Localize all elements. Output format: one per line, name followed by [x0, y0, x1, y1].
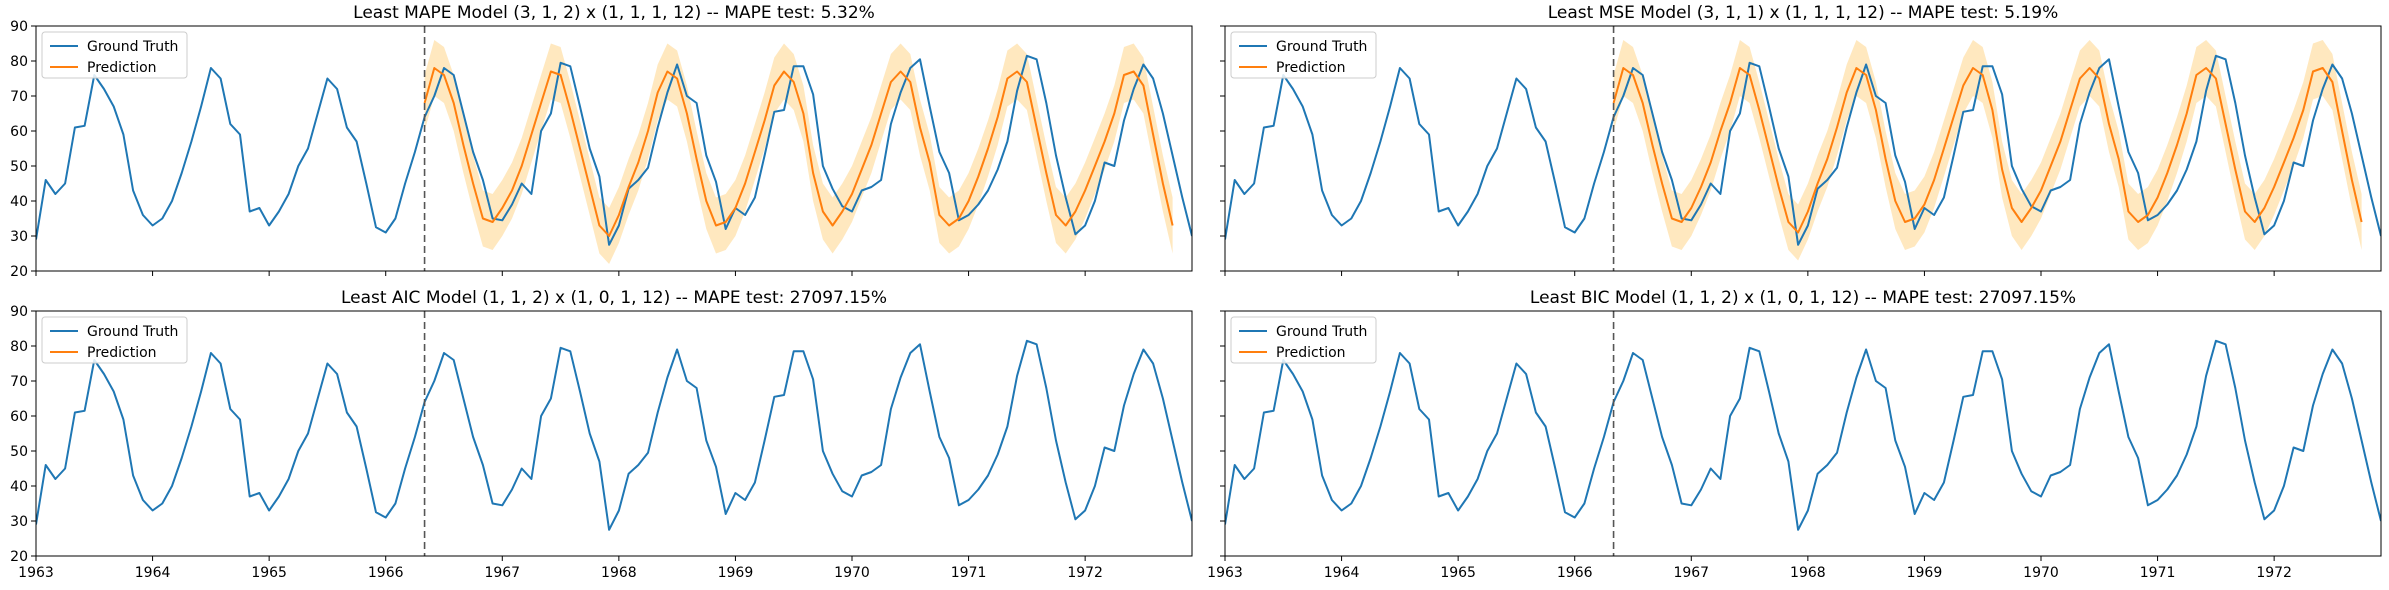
legend: Ground Truth Prediction [41, 31, 188, 79]
subplot-1: 20 30 40 50 60 70 80 90 Least MAPE Model (3, 1, … [10, 3, 1193, 280]
y-tick-label: 30 [10, 514, 28, 530]
legend-label: Ground Truth [1276, 39, 1367, 55]
y-tick-label: 70 [10, 89, 28, 105]
y-tick-label: 50 [10, 159, 28, 175]
x-tick-label: 1970 [834, 565, 870, 581]
y-tick-label: 90 [10, 19, 28, 35]
axes-frame [35, 25, 1193, 272]
plot-area [36, 339, 1192, 531]
legend: Ground Truth Prediction [41, 316, 188, 364]
x-tick-label: 1968 [601, 565, 637, 581]
legend-box [41, 31, 188, 79]
x-tick-label: 1972 [1067, 565, 1103, 581]
x-tick-label: 1967 [484, 565, 520, 581]
y-tick-label: 40 [10, 479, 28, 495]
y-tick-label: 50 [10, 444, 28, 460]
y-tick-label: 40 [10, 194, 28, 210]
ground-truth-line [36, 54, 1192, 246]
legend-box [41, 316, 188, 364]
axes-frame [35, 310, 1193, 557]
x-tick-label: 1971 [2140, 565, 2176, 581]
y-tick-label: 60 [10, 409, 28, 425]
ground-truth-line [1225, 339, 2381, 531]
x-tick-label: 1966 [1557, 565, 1593, 581]
subplot-3: 20 30 40 50 60 70 80 90 1963 1964 1965 1966 1967 1968… [10, 288, 1193, 581]
subplot-title: Least MSE Model (3, 1, 1) x (1, 1, 1, 12… [1548, 3, 2059, 23]
x-tick-label: 1969 [718, 565, 754, 581]
x-tick-label: 1966 [368, 565, 404, 581]
legend-label: Ground Truth [87, 39, 178, 55]
legend-label: Prediction [1276, 60, 1346, 76]
plot-area [1225, 339, 2381, 531]
x-tick-label: 1972 [2256, 565, 2292, 581]
legend-label: Prediction [1276, 345, 1346, 361]
y-tick-label: 70 [10, 374, 28, 390]
plot-area [36, 40, 1192, 264]
y-tick-label: 60 [10, 124, 28, 140]
legend-label: Prediction [87, 345, 157, 361]
legend: Ground Truth Prediction [1230, 31, 1377, 79]
y-tick-label: 30 [10, 229, 28, 245]
prediction-confidence-band [424, 40, 1173, 264]
legend-label: Ground Truth [87, 324, 178, 340]
subplot-title: Least MAPE Model (3, 1, 2) x (1, 1, 1, 1… [353, 3, 875, 23]
x-tick-label: 1963 [18, 565, 54, 581]
x-tick-label: 1963 [1207, 565, 1243, 581]
y-tick-label: 20 [10, 264, 28, 280]
legend: Ground Truth Prediction [1230, 316, 1377, 364]
prediction-line [423, 67, 1174, 237]
subplot-title: Least AIC Model (1, 1, 2) x (1, 0, 1, 12… [341, 288, 887, 308]
legend-box [1230, 316, 1377, 364]
subplot-4: 1963 1964 1965 1966 1967 1968 1969 1970 1971 1972… [1207, 288, 2382, 581]
y-tick-label: 20 [10, 549, 28, 565]
prediction-line [1612, 67, 2363, 234]
y-tick-label: 90 [10, 304, 28, 320]
x-tick-label: 1971 [951, 565, 987, 581]
axes-frame [1224, 310, 2382, 557]
y-tick-label: 80 [10, 54, 28, 70]
legend-box [1230, 31, 1377, 79]
plot-area [1225, 40, 2381, 261]
ground-truth-line [36, 339, 1192, 531]
x-tick-label: 1968 [1790, 565, 1826, 581]
x-tick-label: 1969 [1907, 565, 1943, 581]
legend-label: Prediction [87, 60, 157, 76]
axes-frame [1224, 25, 2382, 272]
subplot-title: Least BIC Model (1, 1, 2) x (1, 0, 1, 12… [1530, 288, 2076, 308]
x-tick-label: 1965 [251, 565, 287, 581]
ground-truth-line [1225, 54, 2381, 246]
x-tick-label: 1964 [135, 565, 171, 581]
subplot-grid: 20 30 40 50 60 70 80 90 Least MAPE Model (3, 1, … [10, 3, 2382, 581]
subplot-2: Least MSE Model (3, 1, 1) x (1, 1, 1, 12… [1220, 3, 2382, 276]
prediction-confidence-band [1613, 40, 2362, 261]
x-tick-label: 1965 [1440, 565, 1476, 581]
x-tick-label: 1970 [2023, 565, 2059, 581]
y-tick-label: 80 [10, 339, 28, 355]
x-tick-label: 1967 [1673, 565, 1709, 581]
x-tick-label: 1964 [1324, 565, 1360, 581]
legend-label: Ground Truth [1276, 324, 1367, 340]
